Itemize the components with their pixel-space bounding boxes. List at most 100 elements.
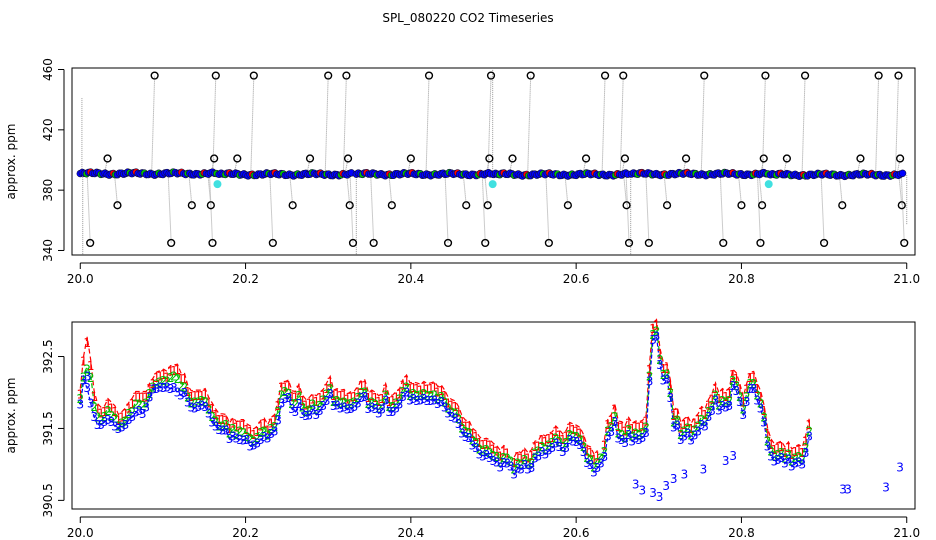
series-3-point: 3 [104,413,112,427]
series-3-point: 3 [212,419,220,433]
series-3-point: 3 [611,415,619,429]
series-2-point: 2 [792,452,800,466]
x-tick-label: 20.6 [563,526,590,540]
series-3-point: 3 [524,462,532,476]
series-2-point: 2 [701,414,709,428]
series-2-point: 2 [486,446,494,460]
series-1-point: 1 [611,403,619,417]
series-3-point: 3 [705,410,713,424]
x-tick-label: 21.0 [893,272,920,286]
series-3-point: 3 [729,449,737,463]
outlier-point [761,71,770,80]
series-1-point: 1 [552,425,560,439]
series-3-point: 3 [694,424,702,438]
series-2-point: 2 [698,413,706,427]
series-2-point: 2 [264,429,272,443]
series-3-point: 3 [660,373,668,387]
series-2-point: 2 [625,423,633,437]
series-2-point: 2 [260,424,268,438]
series-3-point: 3 [785,452,793,466]
series-3-point: 3 [700,462,708,476]
series-1-point: 1 [253,425,261,439]
series-1-point: 1 [490,442,498,456]
series-2-point: 2 [444,401,452,415]
series-1-point: 1 [701,408,709,422]
y-tick-label: 420 [41,118,55,141]
outlier-guide-line [342,75,347,174]
series-1-point: 1 [257,419,265,433]
series-2-point: 2 [139,399,147,413]
series-3-point: 3 [340,401,348,415]
series-1-point: 1 [521,447,529,461]
series-3-point: 3 [729,379,737,393]
series-1-point: 1 [347,391,355,405]
series-3-point: 3 [635,433,643,447]
series-1-point: 1 [229,416,237,430]
series-3-point: 3 [476,447,484,461]
series-3-point: 3 [469,439,477,453]
series-1-point: 1 [569,423,577,437]
outlier-point [838,201,847,210]
series-3-point: 3 [562,441,570,455]
outlier-point [348,238,358,248]
series-3-point: 3 [94,418,102,432]
outlier-guide-line [623,173,628,206]
series-3-point: 3 [111,419,119,433]
series-3-point: 3 [389,405,397,419]
series-3-point: 3 [597,457,605,471]
outlier-point [406,154,415,163]
series-2-point: 2 [656,353,664,367]
series-2-point: 2 [479,444,487,458]
outlier-point [485,154,494,163]
series-2-point: 2 [562,436,570,450]
outlier-point [343,154,353,163]
series-3-point: 3 [628,434,636,448]
series-1-point: 1 [271,414,279,428]
series-1-point: 1 [479,438,487,452]
series-2-point: 2 [639,426,647,440]
series-3-point: 3 [347,402,355,416]
series-1-point: 1 [601,439,609,453]
series-2-point: 2 [330,395,338,409]
y-axis-label: approx. ppm [4,124,18,200]
series-1-point: 1 [628,422,636,436]
series-1-point: 1 [420,380,428,394]
series-3-point: 3 [368,401,376,415]
series-3-point: 3 [722,454,730,468]
series-3-point: 3 [795,455,803,469]
series-2-point: 2 [108,409,116,423]
series-2-point: 2 [528,456,536,470]
outlier-point [896,154,905,163]
series-1-point: 1 [160,368,168,382]
series-3-point: 3 [288,402,296,416]
series-3-point: 3 [420,392,428,406]
series-3-point: 3 [437,395,445,409]
series-1-point: 1 [465,419,473,433]
series-2-point: 2 [767,444,775,458]
series-3-point: 3 [132,406,140,420]
series-2-point: 2 [476,442,484,456]
series-3-point: 3 [555,440,563,454]
series-2-point: 2 [771,449,779,463]
series-3-point: 3 [802,446,810,460]
series-1-point: 1 [309,393,317,407]
series-2-point: 2 [590,460,598,474]
series-3-point: 3 [184,396,192,410]
series-1-point: 1 [517,452,525,466]
series-2-point: 2 [496,455,504,469]
outlier-point [324,71,333,80]
series-3-point: 3 [267,427,275,441]
series-2-point: 2 [507,455,515,469]
series-1-point: 1 [156,370,164,384]
x-tick-label: 20.6 [563,272,590,286]
series-3-point: 3 [354,396,362,410]
series-3-point: 3 [465,431,473,445]
series-2-point: 2 [385,400,393,414]
outlier-point [103,154,112,163]
series-2-point: 2 [257,426,265,440]
series-2-point: 2 [135,398,143,412]
series-1-point: 1 [618,421,626,435]
outlier-point [233,154,242,163]
series-2-point: 2 [802,441,810,455]
series-2-point: 2 [292,397,300,411]
